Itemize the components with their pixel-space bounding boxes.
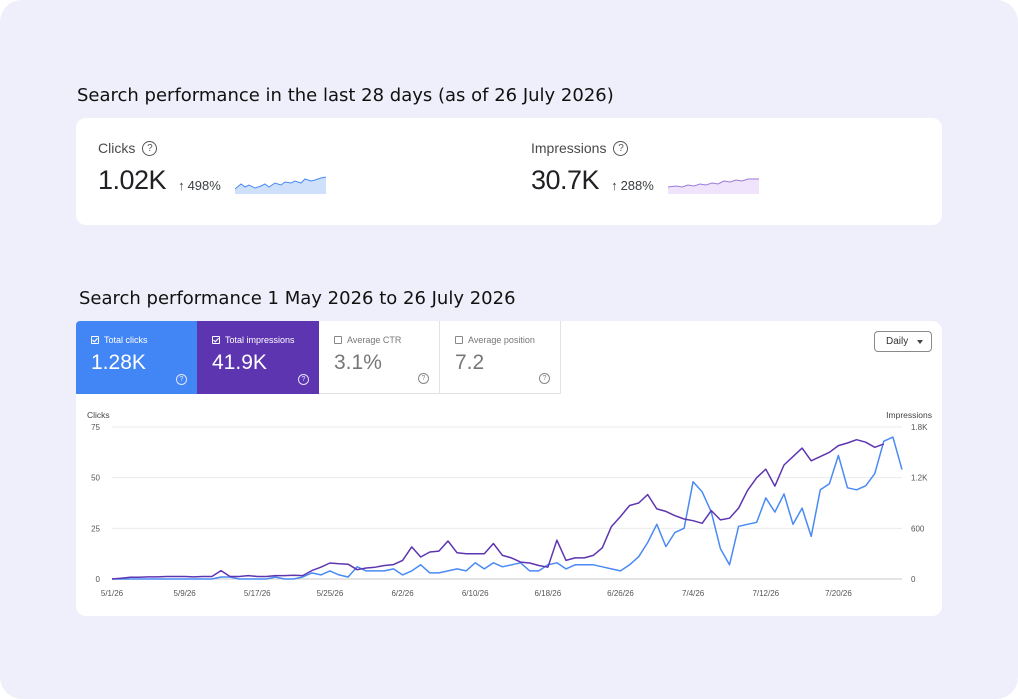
- left-tick-label: 75: [91, 423, 100, 432]
- help-icon[interactable]: ?: [176, 374, 187, 385]
- right-tick-label: 600: [911, 524, 925, 533]
- impressions-sparkline: [667, 178, 759, 194]
- checkbox-checked-icon[interactable]: [212, 336, 220, 344]
- performance-card: Total clicks 1.28K ? Total impressions 4…: [76, 321, 942, 616]
- x-tick-label: 5/17/26: [244, 589, 271, 598]
- x-tick-label: 5/9/26: [174, 589, 197, 598]
- x-tick-label: 7/20/26: [825, 589, 852, 598]
- tile-label: Average CTR: [347, 335, 402, 345]
- right-tick-label: 1.2K: [911, 474, 928, 483]
- tile-value: 41.9K: [212, 351, 267, 374]
- tile-value: 7.2: [455, 351, 485, 374]
- clicks-value: 1.02K: [98, 165, 167, 195]
- left-tick-label: 25: [91, 524, 100, 533]
- x-tick-label: 5/1/26: [101, 589, 124, 598]
- series-line-clicks: [112, 436, 903, 580]
- checkbox-checked-icon[interactable]: [91, 336, 99, 344]
- arrow-up-icon: ↑: [611, 178, 618, 193]
- performance-title: Search performance 1 May 2026 to 26 July…: [79, 288, 516, 309]
- x-tick-label: 7/4/26: [682, 589, 705, 598]
- x-tick-label: 6/10/26: [462, 589, 489, 598]
- left-tick-label: 50: [91, 474, 100, 483]
- left-axis-title: Clicks: [87, 410, 110, 420]
- clicks-change: ↑ 498%: [178, 178, 221, 193]
- right-tick-label: 0: [911, 575, 916, 584]
- summary-title: Search performance in the last 28 days (…: [77, 85, 614, 106]
- checkbox-unchecked-icon[interactable]: [334, 336, 342, 344]
- clicks-label: Clicks: [98, 140, 136, 156]
- impressions-label: Impressions: [531, 140, 607, 156]
- clicks-metric: Clicks ? 1.02K ↑ 498%: [98, 140, 326, 196]
- checkbox-unchecked-icon[interactable]: [455, 336, 463, 344]
- x-tick-label: 6/26/26: [607, 589, 634, 598]
- tile-label: Average position: [468, 335, 535, 345]
- x-tick-label: 6/2/26: [391, 589, 414, 598]
- tile-total-impressions[interactable]: Total impressions 41.9K ?: [197, 321, 319, 394]
- x-tick-label: 7/12/26: [752, 589, 779, 598]
- impressions-metric: Impressions ? 30.7K ↑ 288%: [531, 140, 759, 196]
- tile-label: Total impressions: [225, 335, 295, 345]
- tile-label: Total clicks: [104, 335, 148, 345]
- tile-value: 1.28K: [91, 351, 146, 374]
- impressions-change: ↑ 288%: [611, 178, 654, 193]
- left-tick-label: 0: [96, 575, 101, 584]
- tile-average-ctr[interactable]: Average CTR 3.1% ?: [319, 321, 440, 394]
- tile-value: 3.1%: [334, 351, 382, 374]
- caret-down-icon: [917, 339, 924, 344]
- x-tick-label: 5/25/26: [317, 589, 344, 598]
- tile-total-clicks[interactable]: Total clicks 1.28K ?: [76, 321, 197, 394]
- clicks-sparkline: [234, 176, 326, 194]
- right-axis-title: Impressions: [886, 410, 932, 420]
- help-icon[interactable]: ?: [142, 140, 158, 156]
- summary-card: Clicks ? 1.02K ↑ 498% Impressions ? 30.7…: [76, 118, 942, 225]
- impressions-value: 30.7K: [531, 165, 600, 195]
- granularity-dropdown[interactable]: Daily: [874, 331, 932, 352]
- tile-average-position[interactable]: Average position 7.2 ?: [440, 321, 561, 394]
- arrow-up-icon: ↑: [178, 178, 185, 193]
- help-icon[interactable]: ?: [613, 140, 629, 156]
- help-icon[interactable]: ?: [418, 373, 429, 384]
- granularity-value: Daily: [886, 336, 909, 347]
- right-tick-label: 1.8K: [911, 423, 928, 432]
- series-line-impressions: [111, 438, 885, 580]
- x-tick-label: 6/18/26: [535, 589, 562, 598]
- help-icon[interactable]: ?: [539, 373, 550, 384]
- help-icon[interactable]: ?: [298, 374, 309, 385]
